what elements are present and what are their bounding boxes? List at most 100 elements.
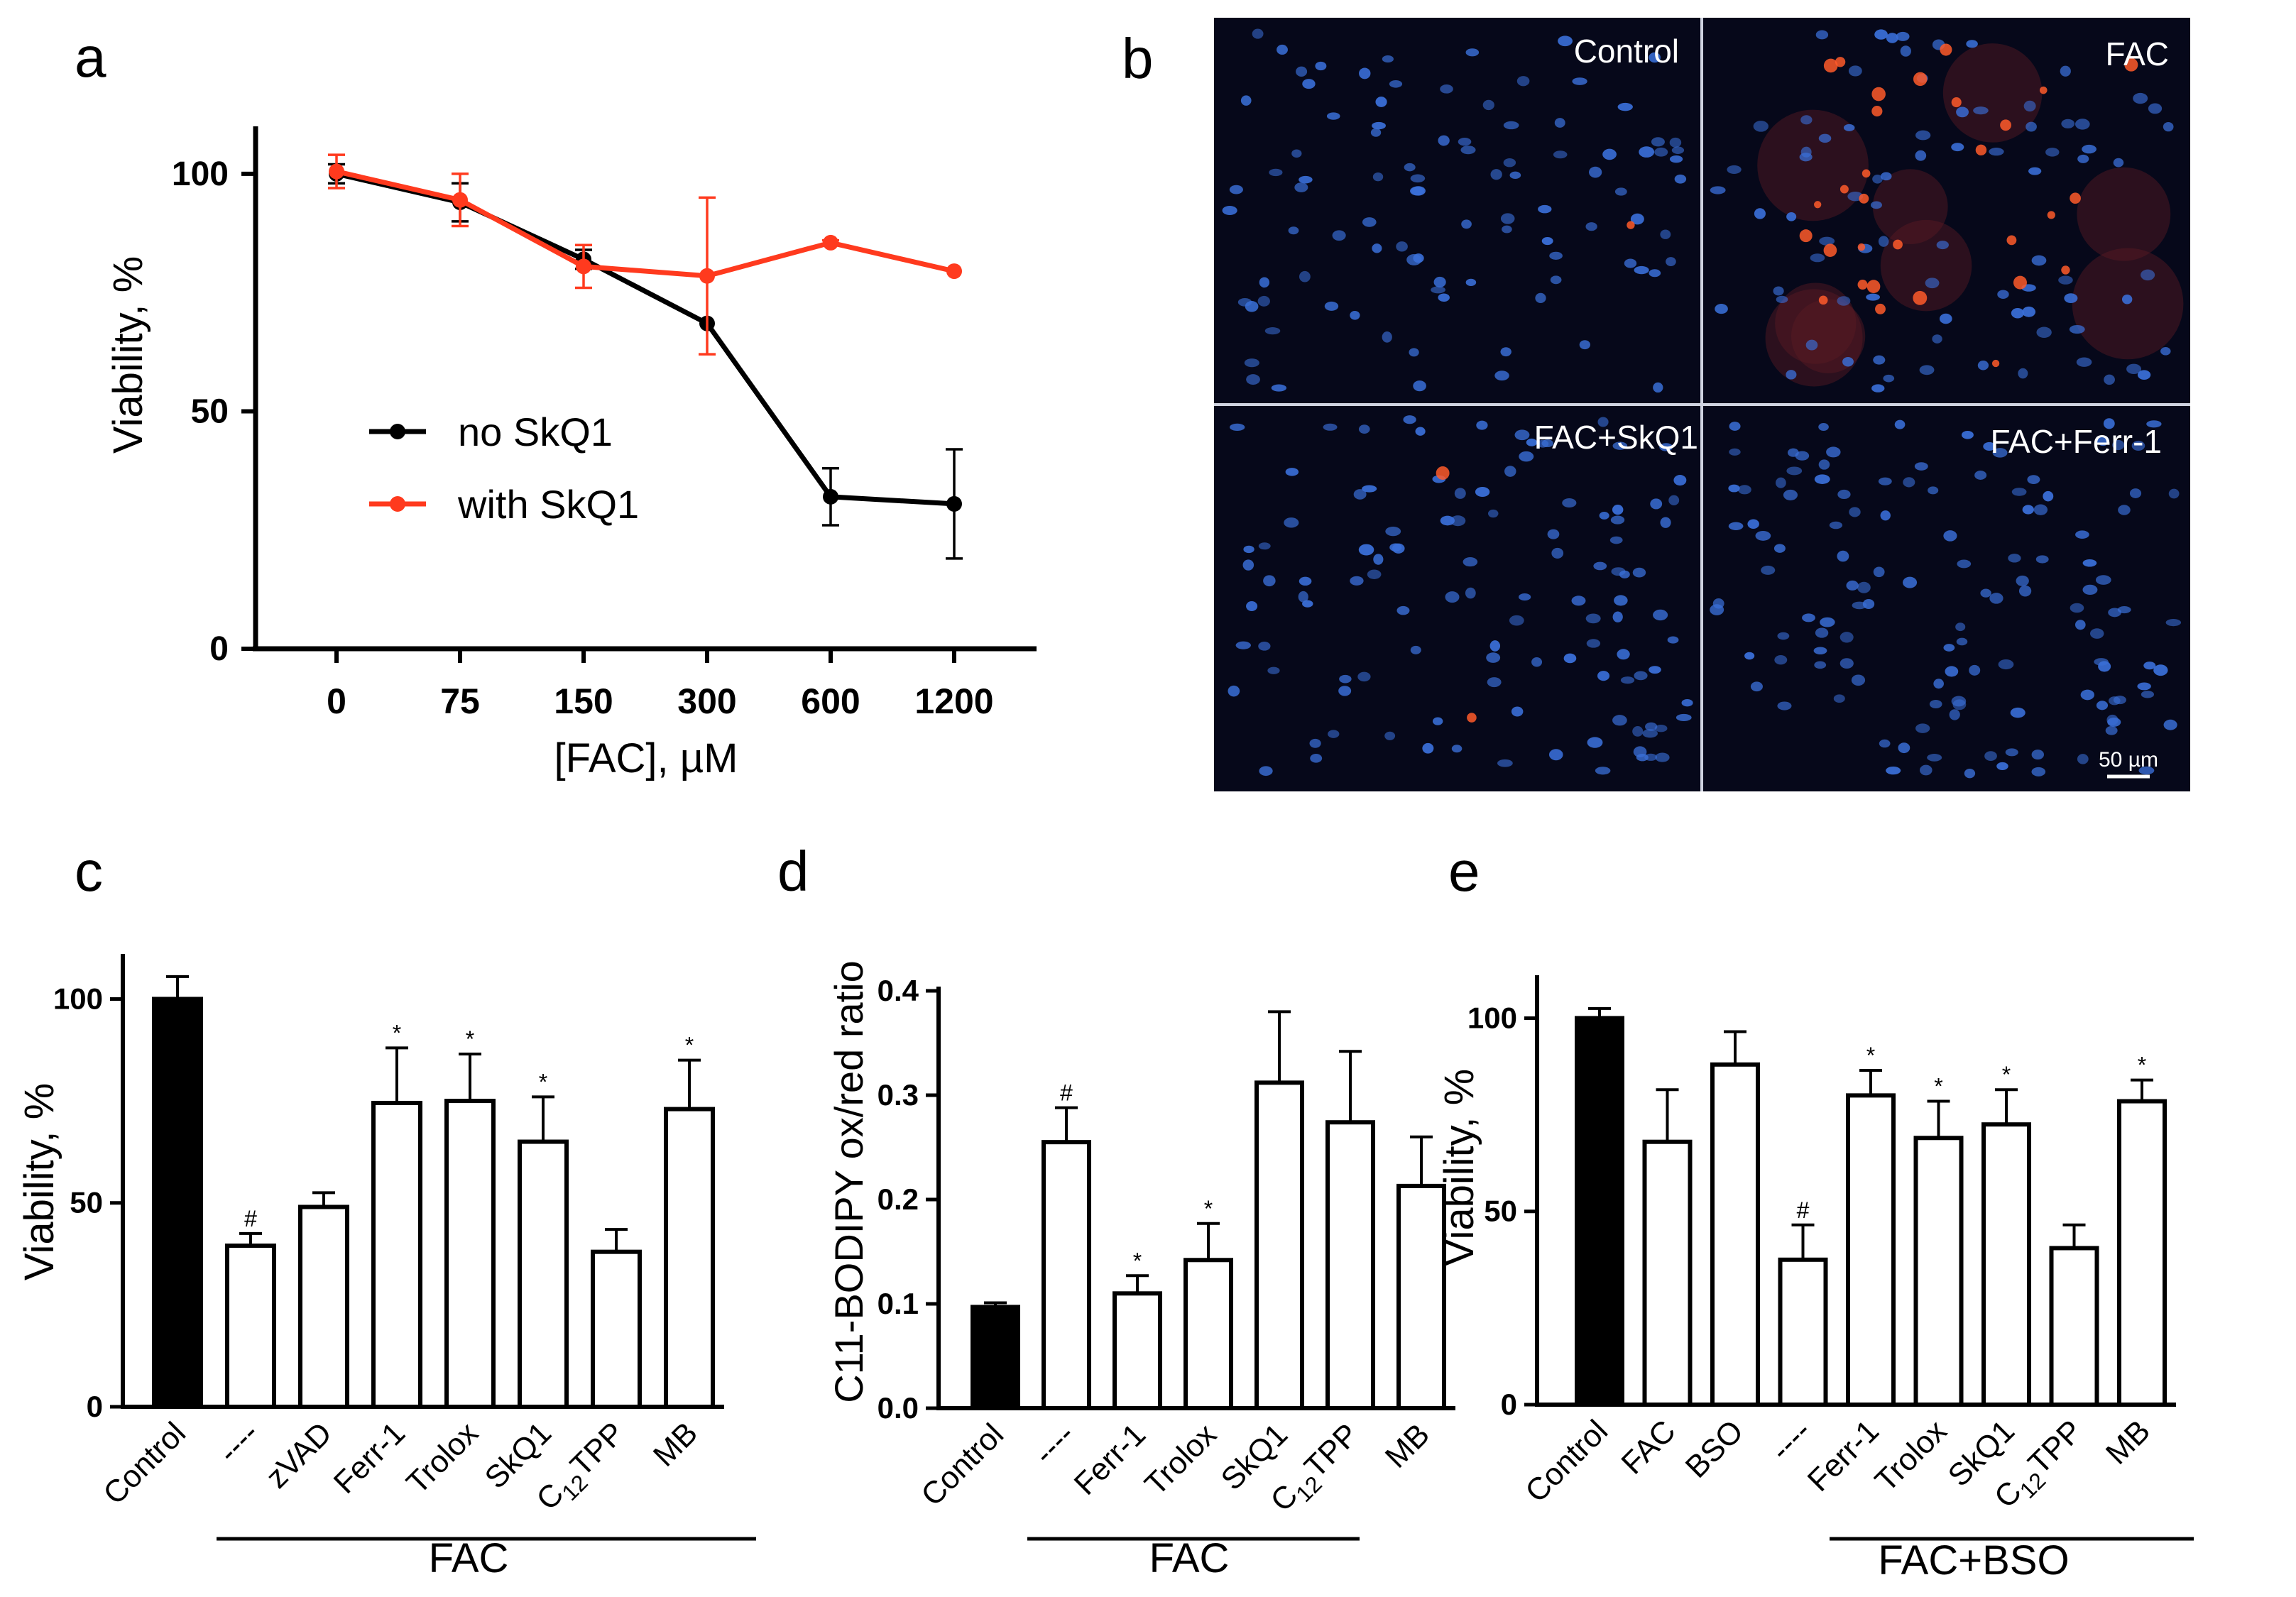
nucleus-control [1649, 52, 1661, 63]
nucleus-fac-ferr1 [2011, 488, 2027, 496]
nucleus-control [1382, 331, 1392, 343]
nucleus-fac-skq1 [1504, 466, 1516, 477]
nucleus-fac-ferr1 [1851, 674, 1866, 686]
nucleus-fac-skq1 [1357, 671, 1371, 682]
nucleus-fac-skq1 [1659, 443, 1673, 451]
x-tick-label-trolox: Trolox [1138, 1417, 1223, 1502]
nucleus-control [1572, 77, 1587, 85]
nucleus-fac-ferr1 [2105, 725, 2118, 735]
nucleus-fac [1896, 31, 1910, 41]
nucleus-fac [2137, 370, 2151, 380]
significance-mark-ferr-1: * [1133, 1248, 1142, 1273]
nucleus-fac-skq1 [1263, 575, 1276, 587]
nucleus-control [1666, 257, 1676, 266]
nucleus-fac [1800, 146, 1812, 158]
nucleus-fac-skq1 [1617, 649, 1630, 660]
nucleus-fac-ferr1 [1829, 521, 1843, 529]
group-label: FAC [1149, 1535, 1230, 1581]
x-tick-label-600: 600 [801, 681, 860, 721]
nucleus-fac [1939, 313, 1952, 324]
nucleus-control [1372, 121, 1386, 130]
nucleus-fac-skq1 [1302, 600, 1313, 608]
nucleus-fac [1842, 356, 1854, 367]
nucleus-fac-ferr1 [1969, 664, 1981, 676]
nucleus-control [1550, 275, 1562, 285]
nucleus-fac-ferr1 [1943, 530, 1957, 542]
oxidized-lipid-spot-fac [2006, 235, 2017, 246]
nucleus-control [1602, 148, 1617, 160]
x-tick-label-fac: FAC [1614, 1413, 1682, 1481]
nucleus-fac-ferr1 [2070, 603, 2084, 613]
nucleus-fac-ferr1 [1839, 658, 1854, 669]
nucleus-fac-skq1 [1310, 753, 1323, 763]
oxidized-lipid-spot-fac [2061, 265, 2070, 275]
nucleus-fac-ferr1 [2095, 575, 2111, 585]
bar-none [1778, 1257, 1828, 1407]
nucleus-control [1410, 174, 1426, 183]
x-tick-label-trolox: Trolox [1869, 1413, 1954, 1498]
y-axis-title: Viability, % [16, 1083, 62, 1280]
nucleus-control [1490, 169, 1502, 180]
nucleus-fac [1819, 236, 1835, 246]
nucleus-control [1553, 150, 1568, 159]
nucleus-fac-ferr1 [2018, 585, 2032, 597]
nucleus-fac-ferr1 [1729, 448, 1741, 456]
nucleus-fac-skq1 [1243, 545, 1254, 554]
nucleus-fac [1880, 172, 1892, 181]
nucleus-fac [1900, 45, 1911, 57]
bar-skq1 [518, 1139, 569, 1409]
nucleus-control [1237, 297, 1252, 307]
nucleus-fac [1873, 355, 1886, 365]
nucleus-control [1359, 67, 1371, 79]
significance-mark-mb: * [2138, 1053, 2146, 1078]
nucleus-control [1440, 84, 1453, 94]
nucleus-fac-ferr1 [2103, 418, 2115, 429]
nucleus-fac-skq1 [1649, 666, 1661, 674]
bar-fac [1642, 1139, 1693, 1407]
nucleus-fac-skq1 [1531, 657, 1543, 667]
cytoplasm-glow-fac [1791, 299, 1866, 373]
nucleus-fac-ferr1 [2112, 439, 2125, 451]
nucleus-fac-ferr1 [2008, 554, 2021, 563]
nucleus-fac-ferr1 [1894, 419, 1906, 429]
nucleus-control [1458, 137, 1472, 146]
nucleus-fac [1919, 365, 1935, 375]
data-point-with-skq1-600 [823, 234, 838, 251]
nucleus-fac [1754, 208, 1766, 219]
bar-control [1575, 1016, 1624, 1407]
nucleus-fac-skq1 [1650, 498, 1663, 510]
nucleus-fac [2141, 269, 2155, 281]
nucleus-fac-skq1 [1432, 717, 1443, 725]
nucleus-fac-skq1 [1230, 423, 1245, 432]
nucleus-control [1460, 146, 1476, 155]
nucleus-fac-ferr1 [1818, 422, 1829, 431]
nucleus-fac-ferr1 [2031, 750, 2045, 760]
nucleus-fac-ferr1 [1737, 485, 1751, 495]
nucleus-control [1634, 265, 1649, 275]
nucleus-fac-skq1 [1463, 557, 1478, 567]
nucleus-control [1404, 163, 1416, 172]
nucleus-fac-ferr1 [2035, 555, 2049, 564]
nucleus-fac-ferr1 [1998, 659, 2014, 670]
nucleus-fac [2023, 100, 2036, 112]
nucleus-fac-skq1 [1487, 677, 1502, 688]
nucleus-fac [1818, 133, 1832, 143]
x-tick-label-75: 75 [440, 681, 480, 721]
oxidized-lipid-spot-fac [1823, 243, 1837, 258]
nucleus-fac [1915, 150, 1927, 161]
nucleus-fac-ferr1 [1777, 701, 1792, 710]
nucleus-control [1299, 270, 1311, 282]
nucleus-control [1541, 237, 1553, 246]
nucleus-fac-skq1 [1668, 495, 1680, 506]
nucleus-fac [2077, 154, 2089, 163]
nucleus-fac [1989, 148, 2004, 156]
nucleus-fac [1872, 174, 1883, 184]
nucleus-fac-ferr1 [1956, 637, 1968, 646]
x-tick-label-none: ---- [212, 1415, 266, 1469]
nucleus-fac-ferr1 [2141, 691, 2155, 698]
nucleus-control [1229, 185, 1243, 194]
oxidized-lipid-spot-fac [1866, 280, 1881, 293]
series-line-no-skq1 [336, 171, 955, 507]
nucleus-fac [2064, 293, 2078, 304]
nucleus-fac-skq1 [1445, 591, 1460, 603]
